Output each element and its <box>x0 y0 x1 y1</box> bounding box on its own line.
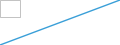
FancyBboxPatch shape <box>0 0 20 17</box>
